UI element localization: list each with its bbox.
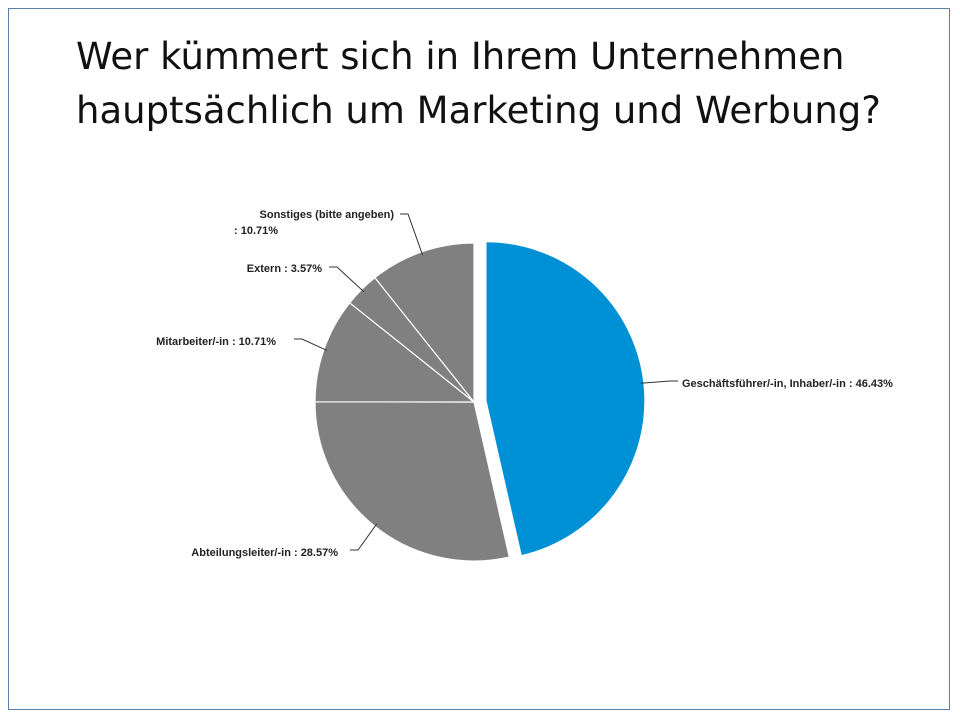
leader-line-1 [350,523,378,551]
slice-label-0: Geschäftsführer/-in, Inhaber/-in : 46.43… [682,378,893,390]
slide-title: Wer kümmert sich in Ihrem Unternehmen ha… [76,35,881,132]
slice-label-2: Mitarbeiter/-in : 10.71% [156,336,276,348]
slice-label-3: Extern : 3.57% [247,263,322,275]
pie-slices [314,241,646,562]
slice-label-1: Abteilungsleiter/-in : 28.57% [191,547,338,559]
slice-label-4-line-1: : 10.71% [234,225,278,237]
pie-slice-1 [314,401,511,562]
pie-slice-0 [485,241,646,557]
leader-line-2 [294,338,328,351]
leader-line-0 [640,380,678,384]
leader-line-4 [400,213,424,256]
slice-labels: Geschäftsführer/-in, Inhaber/-in : 46.43… [156,209,893,559]
slice-label-4-line-0: Sonstiges (bitte angeben) [260,209,395,221]
leader-line-3 [329,266,365,293]
slide-frame [8,8,950,710]
leader-lines [294,213,678,551]
